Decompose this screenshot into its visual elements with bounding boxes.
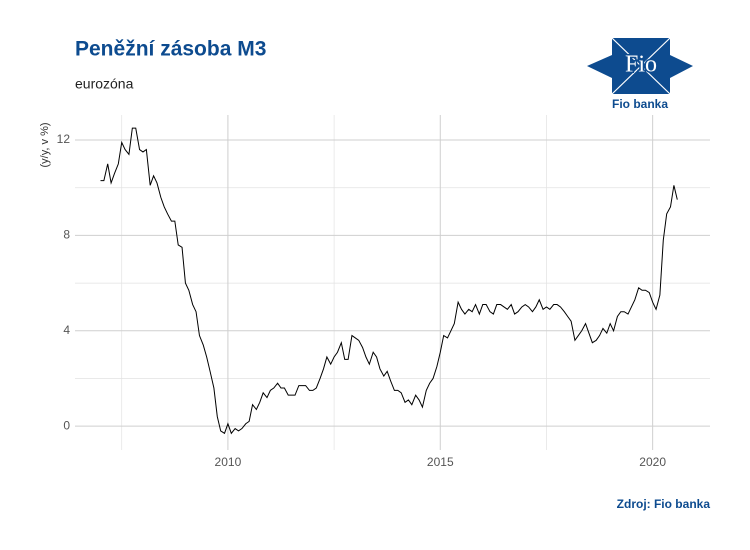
y-tick-label: 12 <box>57 132 71 146</box>
logo-shape <box>611 37 671 95</box>
chart-title: Peněžní zásoba M3 <box>75 38 266 61</box>
data-line <box>100 127 678 435</box>
logo-caption: Fio banka <box>612 97 668 111</box>
logo: Fio Fio banka <box>587 37 693 111</box>
logo-shape <box>670 55 693 78</box>
x-tick-label: 2020 <box>639 455 666 469</box>
y-axis-label: (y/y, v %) <box>39 122 51 167</box>
y-tick-label: 4 <box>63 323 70 337</box>
x-tick-label: 2010 <box>215 455 242 469</box>
y-tick-label: 0 <box>63 418 70 432</box>
x-tick-label: 2015 <box>427 455 454 469</box>
chart-subtitle: eurozóna <box>75 76 134 92</box>
logo-text: Fio <box>625 52 657 78</box>
source-note: Zdroj: Fio banka <box>617 497 711 511</box>
y-tick-label: 8 <box>63 228 70 242</box>
logo-shape <box>587 55 612 78</box>
